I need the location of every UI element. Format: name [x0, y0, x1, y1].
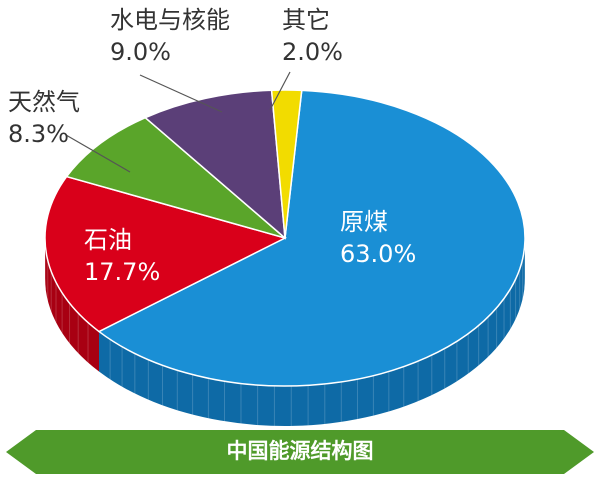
slice-value-label: 2.0%	[282, 38, 343, 66]
slice-value-label: 8.3%	[8, 120, 69, 148]
slice-1	[44, 175, 288, 333]
slice-name-label: 水电与核能	[110, 6, 230, 34]
leader-lines	[65, 71, 291, 173]
slice-name-label: 其它	[282, 6, 330, 34]
title-banner: 中国能源结构图	[6, 430, 594, 474]
chart-title: 中国能源结构图	[227, 439, 374, 463]
slice-0	[97, 89, 526, 387]
title-banner-shape	[6, 430, 594, 474]
slice-side-0	[99, 238, 526, 426]
slice-name-label: 原煤	[340, 208, 388, 236]
pie-slices	[44, 89, 526, 387]
slice-3	[143, 89, 286, 240]
slice-2	[65, 116, 286, 239]
slice-side-1	[45, 238, 100, 372]
leader-line-4	[269, 71, 291, 111]
leader-line-3	[139, 74, 223, 113]
leader-line-2	[65, 134, 131, 173]
slice-labels: 原煤 63.0% 石油 17.7% 天然气 8.3% 水电与核能 9.0% 其它 2.0%	[8, 6, 416, 286]
slice-value-label: 9.0%	[110, 38, 171, 66]
slice-name-label: 石油	[84, 226, 132, 254]
slice-value-label: 63.0%	[340, 240, 416, 268]
slice-value-label: 17.7%	[84, 258, 160, 286]
slice-name-label: 天然气	[8, 88, 80, 116]
pie-3d-sides	[45, 238, 526, 426]
slice-4	[270, 89, 303, 239]
